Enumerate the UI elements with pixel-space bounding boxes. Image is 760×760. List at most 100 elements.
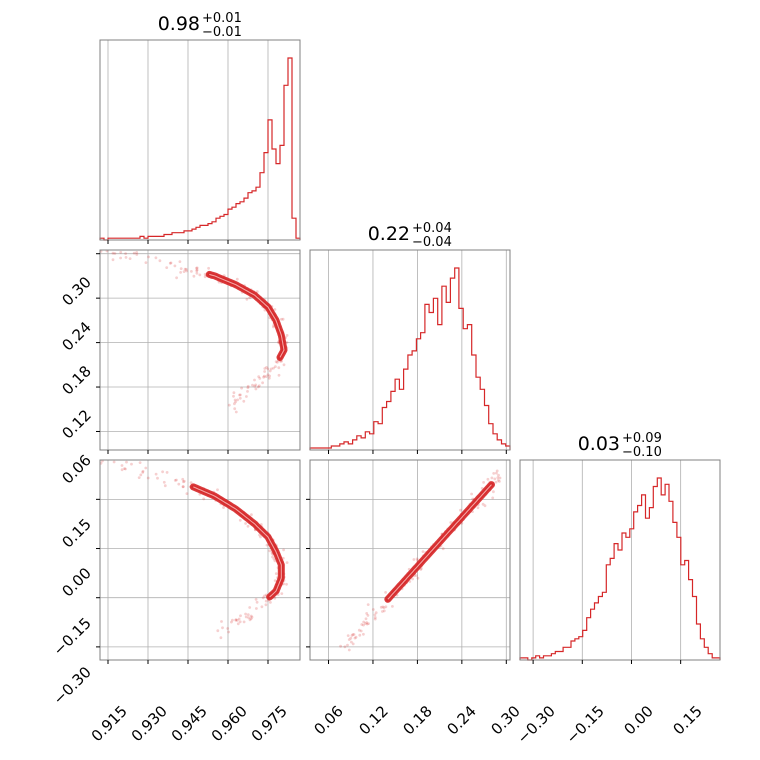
- sample-point: [119, 256, 122, 260]
- sample-point: [271, 555, 274, 559]
- sample-point: [366, 603, 370, 606]
- title-p0-value: 0.98: [158, 13, 200, 35]
- sample-point: [350, 634, 354, 637]
- sample-point: [248, 296, 252, 300]
- sample-point: [498, 476, 502, 480]
- sample-point: [493, 477, 497, 481]
- sample-point: [339, 644, 342, 648]
- sample-point: [382, 609, 386, 613]
- sample-point: [249, 617, 253, 621]
- sample-point: [354, 635, 358, 639]
- sample-point: [234, 618, 238, 622]
- sample-point: [441, 547, 445, 551]
- title-p0-plus: +0.01: [202, 11, 242, 26]
- sample-point: [219, 636, 223, 640]
- sample-point: [362, 620, 366, 624]
- sample-point: [184, 267, 188, 271]
- sample-point: [360, 623, 364, 626]
- sample-point: [261, 596, 265, 600]
- sample-point: [412, 558, 416, 561]
- sample-point: [274, 365, 277, 368]
- sample-point: [285, 582, 288, 586]
- sample-point: [373, 613, 377, 617]
- sample-point: [491, 496, 495, 500]
- sample-point: [382, 606, 386, 610]
- sample-point: [470, 492, 473, 496]
- title-p2-minus: −0.10: [622, 445, 662, 460]
- sample-point: [347, 638, 351, 641]
- sample-point: [285, 334, 289, 337]
- sample-point: [251, 383, 254, 387]
- sample-point: [459, 508, 462, 512]
- sample-point: [248, 618, 252, 622]
- ytick-p2-3: 0.15: [58, 515, 94, 551]
- sample-point: [262, 374, 266, 378]
- sample-point: [285, 561, 289, 564]
- sample-point: [246, 613, 250, 617]
- sample-point: [254, 383, 258, 387]
- sample-point: [144, 261, 148, 264]
- contour-inner: [193, 486, 282, 598]
- sample-point: [119, 250, 123, 254]
- scatter-panel-1: [99, 459, 300, 660]
- sample-point: [181, 477, 185, 481]
- sample-point: [494, 480, 498, 484]
- sample-point: [125, 460, 128, 464]
- sample-point: [245, 395, 248, 398]
- sample-point: [266, 367, 270, 371]
- sample-point: [154, 256, 158, 260]
- sample-point: [266, 373, 270, 377]
- sample-point: [203, 275, 207, 279]
- sample-point: [373, 616, 377, 619]
- sample-point: [168, 261, 172, 265]
- sample-point: [274, 572, 278, 575]
- sample-point: [486, 477, 490, 481]
- sample-point: [492, 472, 496, 475]
- sample-point: [276, 360, 279, 364]
- xtick-p0-2: 0.945: [168, 702, 211, 745]
- sample-point: [265, 366, 268, 369]
- title-p0-minus: −0.01: [202, 25, 242, 40]
- sample-point: [498, 480, 501, 483]
- xtick-p1-3: 0.24: [443, 702, 479, 738]
- sample-point: [233, 398, 237, 402]
- sample-point: [141, 471, 145, 474]
- xtick-p1-2: 0.18: [399, 702, 435, 738]
- sample-point: [481, 502, 485, 506]
- sample-point: [233, 407, 237, 411]
- sample-point: [366, 614, 370, 617]
- panels-layer: [96, 39, 721, 664]
- scatter-frame-0: [99, 249, 301, 451]
- sample-point: [132, 251, 136, 255]
- sample-point: [239, 614, 242, 618]
- sample-point: [490, 476, 494, 480]
- sample-point: [421, 550, 425, 553]
- sample-point: [373, 617, 377, 621]
- ytick-p2-2: 0.00: [58, 564, 94, 600]
- ytick-p1-2: 0.18: [58, 362, 94, 398]
- sample-point: [365, 612, 369, 615]
- sample-point: [165, 471, 169, 474]
- sample-point: [192, 274, 196, 278]
- sample-point: [381, 610, 384, 613]
- sample-point: [359, 629, 363, 633]
- sample-point: [173, 264, 177, 268]
- sample-point: [277, 373, 281, 377]
- sample-point: [391, 605, 394, 608]
- sample-point: [449, 521, 453, 524]
- sample-point: [496, 476, 500, 479]
- scatter-frame-1: [99, 459, 301, 661]
- sample-point: [254, 387, 258, 391]
- sample-point: [253, 384, 257, 388]
- sample-point: [492, 490, 495, 494]
- sample-point: [253, 378, 256, 382]
- sample-point: [256, 385, 260, 389]
- sample-point: [362, 632, 365, 636]
- sample-point: [261, 381, 264, 385]
- sample-point: [182, 479, 186, 483]
- sample-point: [198, 273, 202, 277]
- sample-point: [249, 614, 253, 618]
- sample-point: [179, 271, 183, 274]
- sample-point: [202, 497, 206, 501]
- hist-frame-0: [99, 39, 301, 241]
